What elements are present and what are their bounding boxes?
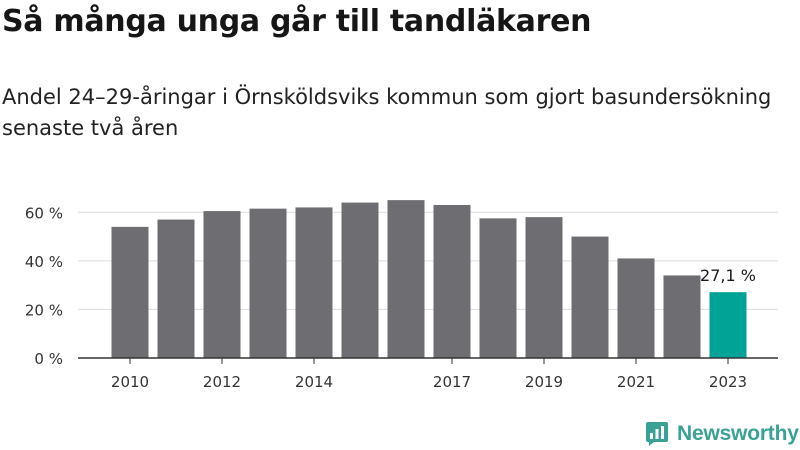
bar-2020 (571, 236, 609, 358)
chart-title: Så många unga går till tandläkaren (2, 4, 592, 39)
newsworthy-logo-icon (646, 422, 668, 446)
x-tick-label: 2017 (433, 373, 471, 391)
y-tick-label: 40 % (25, 253, 63, 271)
y-tick-label: 60 % (25, 204, 63, 222)
bar-2018 (479, 218, 517, 358)
y-tick-label: 0 % (34, 350, 63, 368)
x-tick-label: 2019 (525, 373, 563, 391)
bar-2023 (709, 292, 747, 358)
bar-2016 (387, 200, 425, 358)
x-tick-label: 2014 (295, 373, 333, 391)
bar-2011 (157, 219, 195, 358)
bar-2010 (111, 226, 149, 358)
x-tick-label: 2010 (111, 373, 149, 391)
bar-2012 (203, 211, 241, 358)
bar-2017 (433, 205, 471, 358)
x-tick-label: 2021 (617, 373, 655, 391)
x-tick-label: 2023 (709, 373, 747, 391)
bar-2022 (663, 275, 701, 358)
chart-subtitle: Andel 24–29-åringar i Örnsköldsviks komm… (2, 85, 772, 140)
y-tick-label: 20 % (25, 301, 63, 319)
bar-2015 (341, 202, 379, 358)
bar-2019 (525, 217, 563, 358)
bar-2021 (617, 258, 655, 358)
newsworthy-logo-text: Newsworthy (677, 422, 799, 445)
newsworthy-logo: Newsworthy (645, 421, 799, 447)
bar-2014 (295, 207, 333, 358)
bar-2013 (249, 208, 287, 358)
data-label-highlight: 27,1 % (700, 266, 756, 285)
x-tick-label: 2012 (203, 373, 241, 391)
